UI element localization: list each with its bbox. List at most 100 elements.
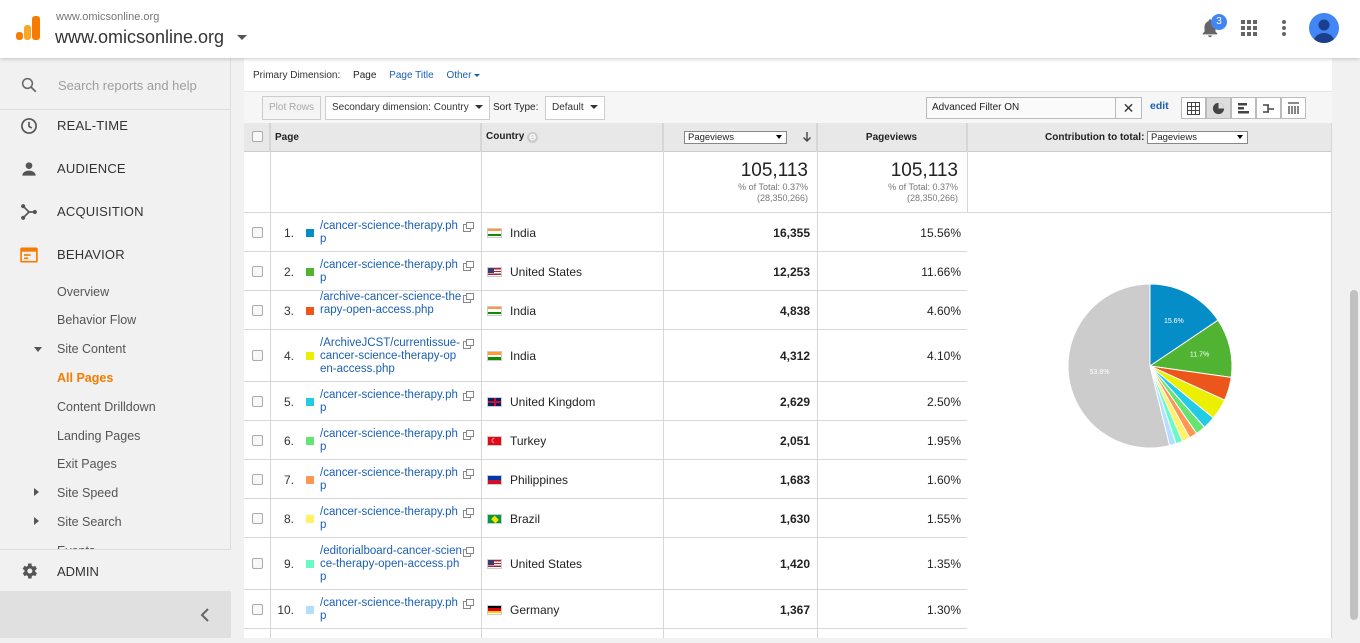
sidebar-item-site-content[interactable]: Site Content bbox=[57, 342, 126, 356]
plot-rows-button[interactable]: Plot Rows bbox=[262, 96, 322, 120]
dimension-page-title[interactable]: Page Title bbox=[389, 70, 434, 81]
select-all-checkbox[interactable] bbox=[252, 131, 263, 142]
total-pageviews: 105,113 % of Total: 0.37% (28,350,266) bbox=[663, 152, 817, 212]
page-link[interactable]: /cancer-science-therapy.php bbox=[320, 258, 458, 284]
dimension-other[interactable]: Other bbox=[446, 70, 481, 81]
open-external-icon[interactable] bbox=[463, 429, 474, 440]
sidebar-item-admin[interactable]: ADMIN bbox=[0, 549, 231, 591]
more-vert-icon[interactable] bbox=[1282, 20, 1286, 36]
expand-triangle-icon[interactable] bbox=[34, 347, 42, 352]
row-checkbox[interactable] bbox=[252, 226, 263, 238]
table-row[interactable]: 3. /archive-cancer-science-therapy-open-a… bbox=[244, 291, 967, 330]
pie-slice-Other[interactable] bbox=[1067, 283, 1171, 449]
table-row[interactable]: 9. /editorialboard-cancer-science-therapy… bbox=[244, 538, 967, 590]
sort-type-select[interactable]: Default bbox=[545, 96, 605, 120]
sidebar-item-landing-pages[interactable]: Landing Pages bbox=[57, 429, 141, 443]
open-external-icon[interactable] bbox=[463, 260, 474, 271]
table-row[interactable]: 10. /cancer-science-therapy.php Germany 1,3… bbox=[244, 590, 967, 629]
dimension-page[interactable]: Page bbox=[353, 70, 377, 81]
series-color-swatch bbox=[306, 605, 314, 614]
row-checkbox[interactable] bbox=[252, 512, 263, 524]
page-link[interactable]: /ArchiveJCST/currentissue-cancer-science… bbox=[320, 336, 460, 375]
open-external-icon[interactable] bbox=[463, 546, 474, 557]
row-checkbox[interactable] bbox=[252, 350, 263, 361]
page-scrollbar[interactable] bbox=[1348, 58, 1360, 638]
contribution-pct-cell: 4.60% bbox=[926, 303, 961, 318]
account-selector[interactable]: www.omicsonline.org bbox=[55, 27, 225, 47]
open-external-icon[interactable] bbox=[463, 390, 474, 401]
col-country[interactable]: Country ⊖ bbox=[481, 123, 663, 152]
table-row[interactable]: 7. /cancer-science-therapy.php Philippines… bbox=[244, 460, 967, 499]
edit-filter-link[interactable]: edit bbox=[1150, 100, 1169, 112]
sidebar-item-exit-pages[interactable]: Exit Pages bbox=[57, 457, 117, 471]
page-link[interactable]: /cancer-science-therapy.php bbox=[320, 466, 458, 492]
table-view-icon[interactable] bbox=[1181, 97, 1206, 119]
secondary-dimension-select[interactable]: Secondary dimension: Country bbox=[325, 96, 490, 120]
expand-triangle-icon[interactable] bbox=[34, 488, 39, 496]
scrollbar-thumb[interactable] bbox=[1350, 290, 1358, 620]
chevron-down-icon[interactable] bbox=[237, 35, 247, 40]
comparison-view-icon[interactable] bbox=[1256, 97, 1281, 119]
table-row[interactable]: 8. /cancer-science-therapy.php Brazil 1,630… bbox=[244, 499, 967, 538]
open-external-icon[interactable] bbox=[463, 598, 474, 609]
row-checkbox[interactable] bbox=[252, 558, 263, 569]
table-row[interactable]: 5. /cancer-science-therapy.php United King… bbox=[244, 382, 967, 421]
row-number: 4. bbox=[283, 349, 294, 363]
metric-select[interactable]: Pageviews bbox=[684, 131, 787, 144]
country-flag-icon bbox=[487, 604, 502, 615]
pageviews-cell: 4,312 bbox=[779, 349, 810, 363]
open-external-icon[interactable] bbox=[463, 293, 474, 303]
sidebar-item-overview[interactable]: Overview bbox=[57, 285, 110, 299]
sidebar-item-events[interactable]: Events bbox=[57, 544, 95, 549]
table-row[interactable]: 2. /cancer-science-therapy.php United Stat… bbox=[244, 252, 967, 291]
series-color-swatch bbox=[306, 514, 314, 523]
row-checkbox[interactable] bbox=[252, 304, 263, 316]
pivot-view-icon[interactable] bbox=[1281, 97, 1306, 119]
page-link[interactable]: /cancer-science-therapy.php bbox=[320, 596, 458, 622]
row-checkbox[interactable] bbox=[252, 434, 263, 446]
page-link[interactable]: /editorialboard-cancer-science-therapy-o… bbox=[320, 544, 462, 583]
advanced-filter-field[interactable]: Advanced Filter ON ✕ bbox=[926, 97, 1142, 119]
account-avatar[interactable] bbox=[1309, 13, 1339, 43]
table-row[interactable]: 6. /cancer-science-therapy.php ☾ Turkey 2,05… bbox=[244, 421, 967, 460]
open-external-icon[interactable] bbox=[463, 221, 474, 232]
performance-view-icon[interactable] bbox=[1231, 97, 1256, 119]
col-page[interactable]: Page bbox=[270, 123, 481, 152]
sidebar-item-all-pages[interactable]: All Pages bbox=[57, 371, 114, 385]
table-row[interactable]: 1. /cancer-science-therapy.php India 16,355… bbox=[244, 213, 967, 252]
sidebar-search[interactable]: Search reports and help bbox=[0, 58, 231, 110]
page-link[interactable]: /cancer-science-therapy.php bbox=[320, 388, 458, 414]
pie-view-icon[interactable] bbox=[1206, 97, 1231, 119]
sort-desc-icon[interactable] bbox=[802, 131, 812, 143]
remove-dimension-icon[interactable]: ⊖ bbox=[527, 132, 538, 143]
col-pageviews[interactable]: Pageviews bbox=[817, 123, 967, 152]
pie-slice-label: 53.8% bbox=[1090, 369, 1110, 376]
sidebar-item-site-speed[interactable]: Site Speed bbox=[57, 486, 119, 500]
sidebar-item-acquisition[interactable]: ACQUISITION bbox=[0, 191, 231, 233]
contribution-select[interactable]: Pageviews bbox=[1147, 131, 1248, 144]
open-external-icon[interactable] bbox=[463, 338, 474, 349]
sidebar-item-behavior[interactable]: BEHAVIOR bbox=[0, 234, 231, 276]
table-row[interactable]: 4. /ArchiveJCST/currentissue-cancer-scien… bbox=[244, 330, 967, 382]
sidebar-item-audience[interactable]: AUDIENCE bbox=[0, 148, 231, 190]
sidebar-item-content-drilldown[interactable]: Content Drilldown bbox=[57, 400, 156, 414]
page-link[interactable]: /cancer-science-therapy.php bbox=[320, 505, 458, 531]
expand-triangle-icon[interactable] bbox=[34, 517, 39, 525]
sidebar-item-label: ACQUISITION bbox=[57, 204, 144, 219]
sidebar-item-site-search[interactable]: Site Search bbox=[57, 515, 122, 529]
page-link[interactable]: /cancer-science-therapy.php bbox=[320, 219, 458, 245]
open-external-icon[interactable] bbox=[463, 507, 474, 518]
row-checkbox[interactable] bbox=[252, 473, 263, 485]
pie-slice-1[interactable] bbox=[1149, 283, 1219, 367]
open-external-icon[interactable] bbox=[463, 468, 474, 479]
apps-grid-icon[interactable] bbox=[1241, 20, 1257, 36]
clear-filter-icon[interactable]: ✕ bbox=[1115, 98, 1141, 118]
sidebar-item-behavior-flow[interactable]: Behavior Flow bbox=[57, 313, 137, 327]
row-checkbox[interactable] bbox=[252, 265, 263, 277]
row-checkbox[interactable] bbox=[252, 395, 263, 407]
page-link[interactable]: /archive-cancer-science-therapy-open-acc… bbox=[320, 291, 462, 316]
sidebar-item-realtime[interactable]: REAL-TIME bbox=[0, 105, 231, 147]
page-link[interactable]: /cancer-science-therapy.php bbox=[320, 427, 458, 453]
collapse-sidebar[interactable] bbox=[0, 591, 231, 638]
row-checkbox[interactable] bbox=[252, 603, 263, 615]
